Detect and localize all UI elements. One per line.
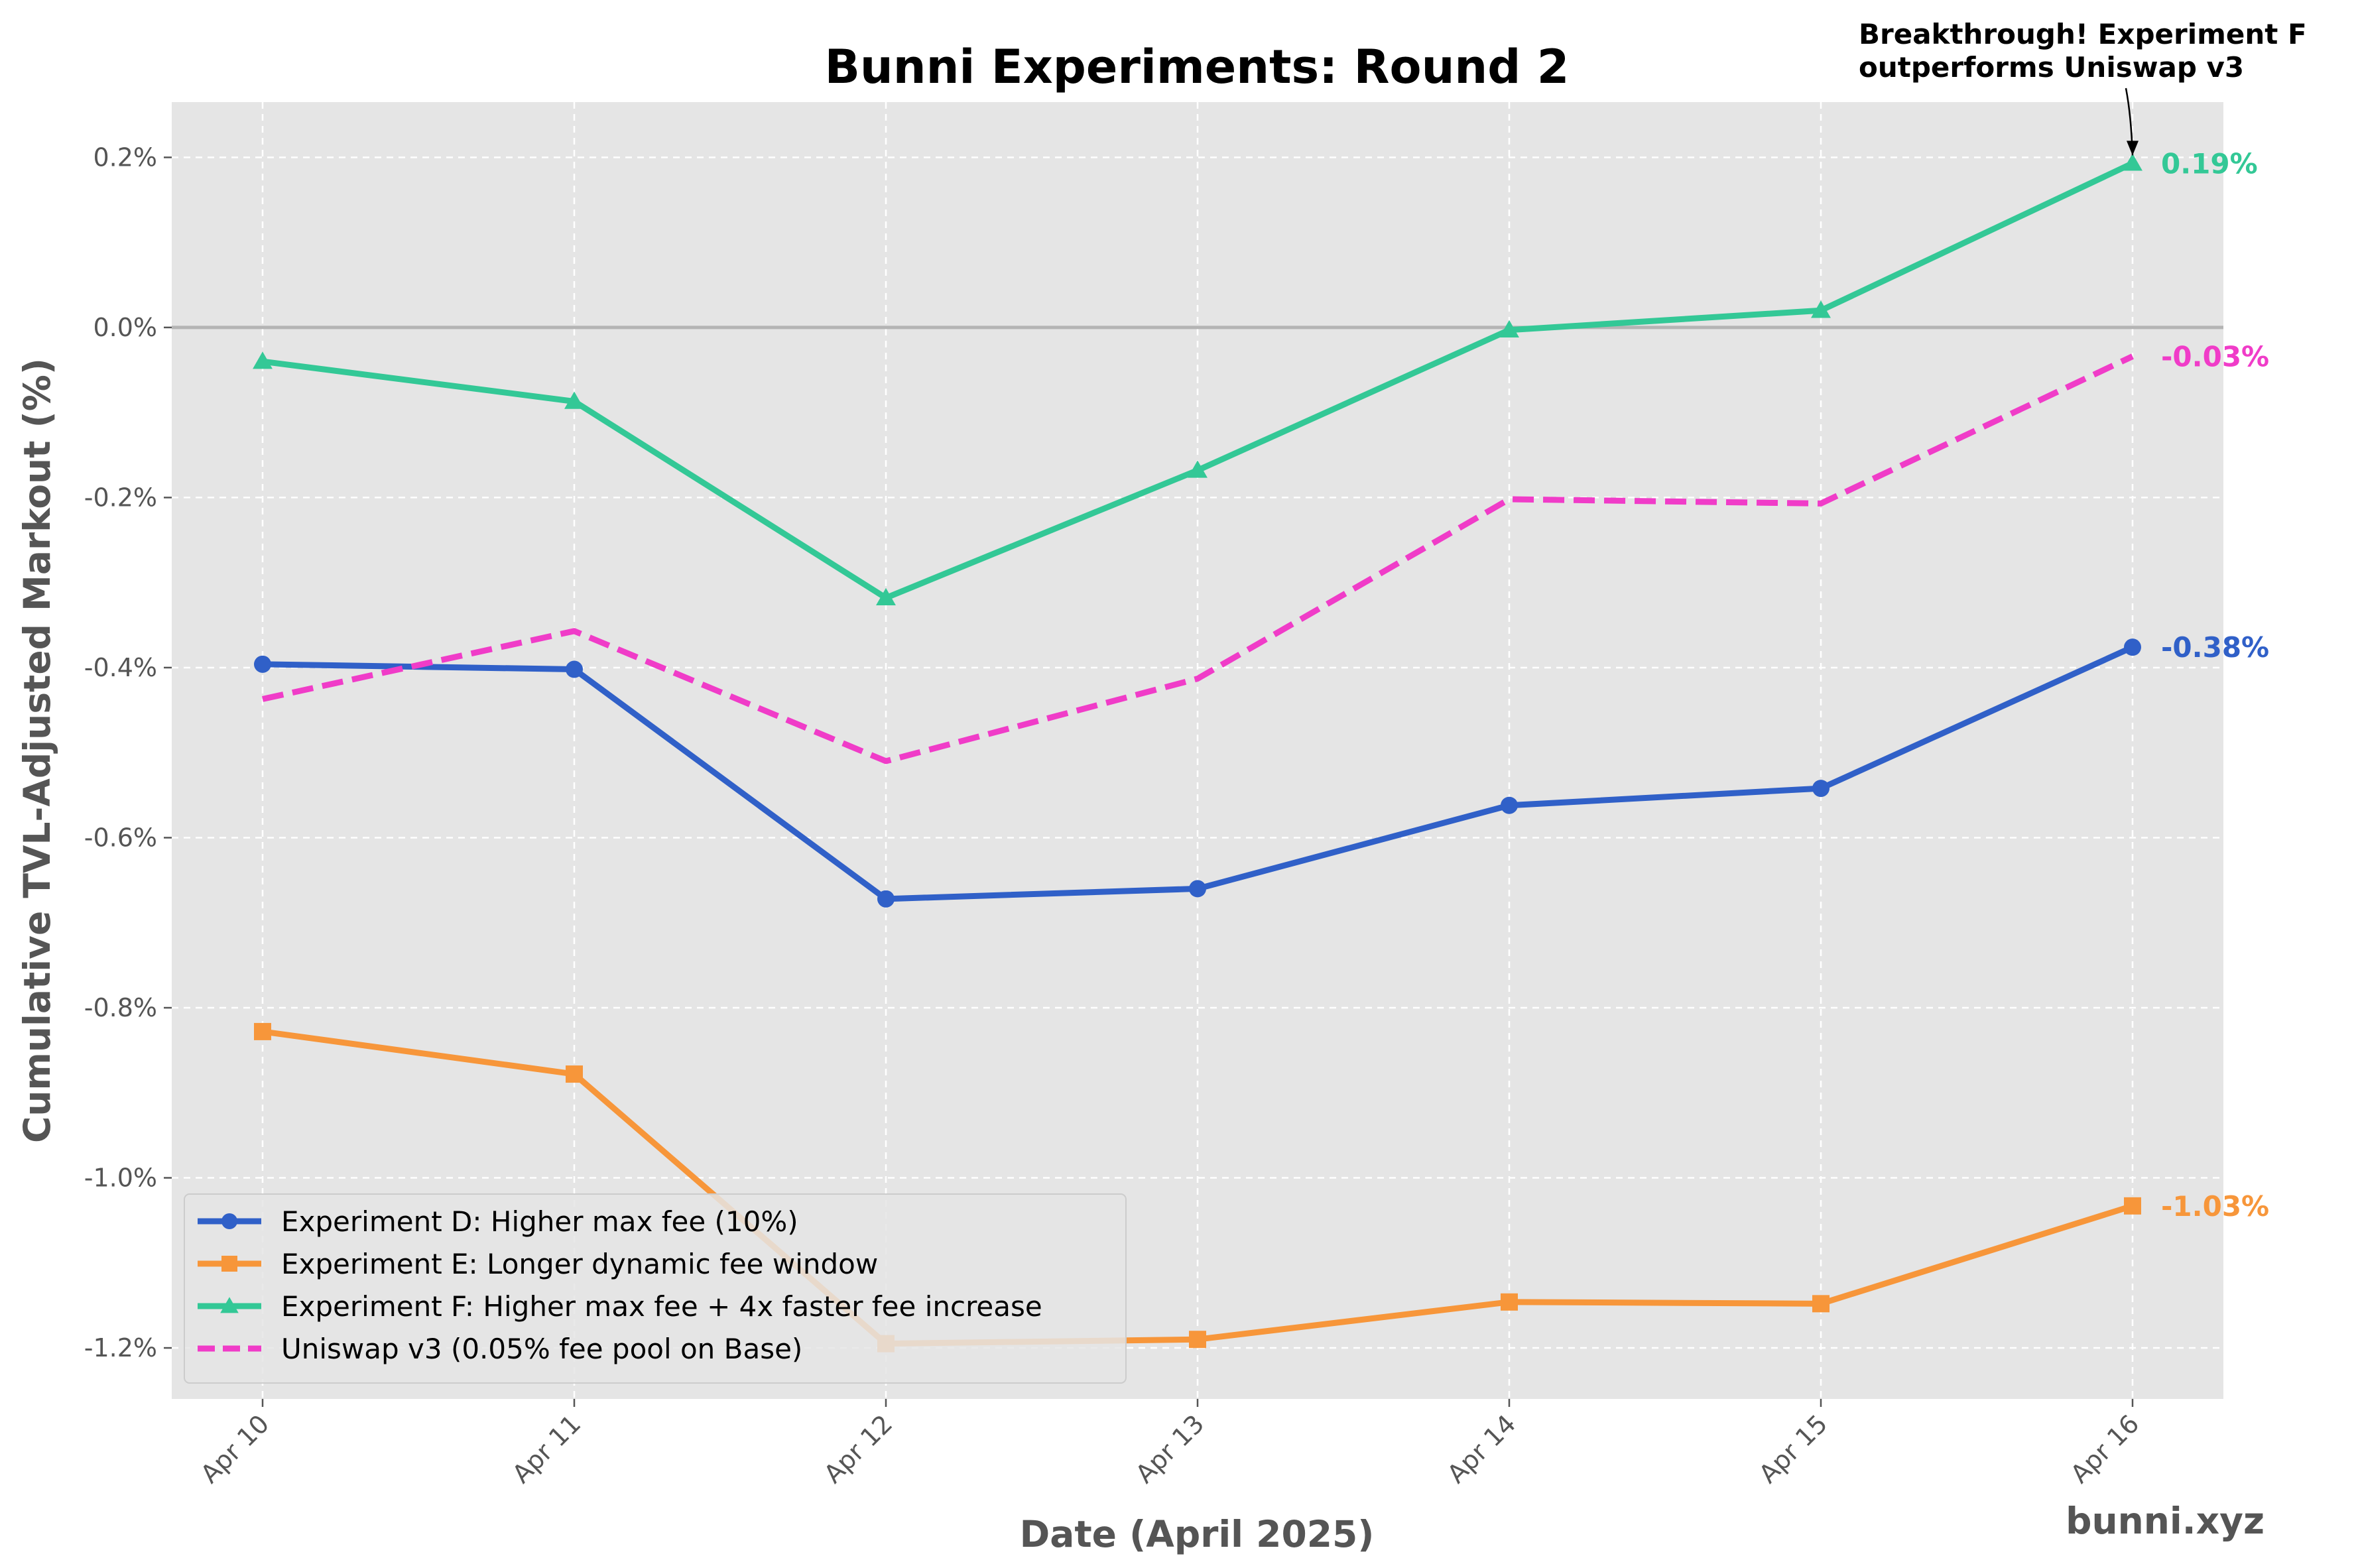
legend-label: Experiment E: Longer dynamic fee window: [281, 1248, 878, 1280]
y-tick-label: -1.0%: [84, 1164, 157, 1193]
circle-marker: [1812, 780, 1830, 798]
square-marker: [1501, 1293, 1518, 1311]
circle-marker: [254, 655, 271, 673]
triangle-marker: [1499, 320, 1519, 337]
y-tick-label: 0.2%: [93, 143, 157, 172]
legend: Experiment D: Higher max fee (10%) Experi…: [184, 1193, 1127, 1384]
triangle-marker: [1811, 300, 1831, 318]
x-tick-label: Apr 14: [1442, 1409, 1521, 1488]
triangle-marker: [253, 351, 273, 369]
circle-marker: [566, 660, 583, 678]
x-axis-label: Date (April 2025): [1020, 1513, 1375, 1555]
watermark: bunni.xyz: [2066, 1500, 2265, 1542]
chart-title: Bunni Experiments: Round 2: [825, 40, 1570, 94]
triangle-marker: [2123, 153, 2142, 171]
end-value-label: 0.19%: [2161, 147, 2258, 180]
circle-marker: [221, 1213, 237, 1229]
x-tick-label: Apr 15: [1753, 1409, 1833, 1488]
end-value-label: -0.03%: [2161, 341, 2269, 373]
legend-label: Uniswap v3 (0.05% fee pool on Base): [281, 1333, 802, 1365]
y-axis-label: Cumulative TVL-Adjusted Markout (%): [16, 358, 58, 1143]
series-line: [262, 353, 2134, 764]
y-tick-label: -0.2%: [84, 483, 157, 512]
annotation-text: outperforms Uniswap v3: [1859, 51, 2244, 84]
y-tick-label: 0.0%: [93, 313, 157, 342]
circle-marker: [877, 890, 895, 908]
triangle-marker: [564, 391, 584, 409]
square-marker: [2124, 1197, 2141, 1215]
grid: [172, 102, 2223, 1399]
annotation-arrowhead: [2127, 141, 2139, 156]
legend-label: Experiment F: Higher max fee + 4x faster…: [281, 1290, 1042, 1323]
x-tick-label: Apr 11: [507, 1409, 586, 1488]
square-marker: [221, 1256, 237, 1272]
legend-box: [184, 1193, 1127, 1384]
circle-marker: [1189, 880, 1206, 898]
x-tick-label: Apr 12: [818, 1409, 898, 1488]
end-value-label: -0.38%: [2161, 631, 2269, 664]
square-marker: [566, 1065, 583, 1083]
legend-label: Experiment D: Higher max fee (10%): [281, 1205, 798, 1238]
end-value-label: -1.03%: [2161, 1190, 2269, 1223]
y-tick-label: -0.4%: [84, 653, 157, 682]
circle-marker: [2124, 638, 2141, 656]
square-marker: [254, 1022, 271, 1040]
square-marker: [1189, 1331, 1206, 1349]
y-tick-label: -1.2%: [84, 1333, 157, 1362]
y-tick-label: -0.8%: [84, 993, 157, 1022]
triangle-marker: [1188, 460, 1208, 478]
square-marker: [1812, 1295, 1830, 1313]
y-tick-label: -0.6%: [84, 823, 157, 852]
triangle-marker: [220, 1297, 239, 1313]
x-tick-label: Apr 16: [2065, 1409, 2144, 1488]
x-tick-label: Apr 13: [1130, 1409, 1210, 1488]
triangle-marker: [876, 587, 896, 605]
annotation-text: Breakthrough! Experiment F: [1859, 18, 2307, 50]
x-tick-label: Apr 10: [195, 1409, 275, 1488]
circle-marker: [1501, 796, 1518, 814]
end-value-labels: -0.38% -1.03% 0.19% -0.03%: [2161, 147, 2269, 1222]
